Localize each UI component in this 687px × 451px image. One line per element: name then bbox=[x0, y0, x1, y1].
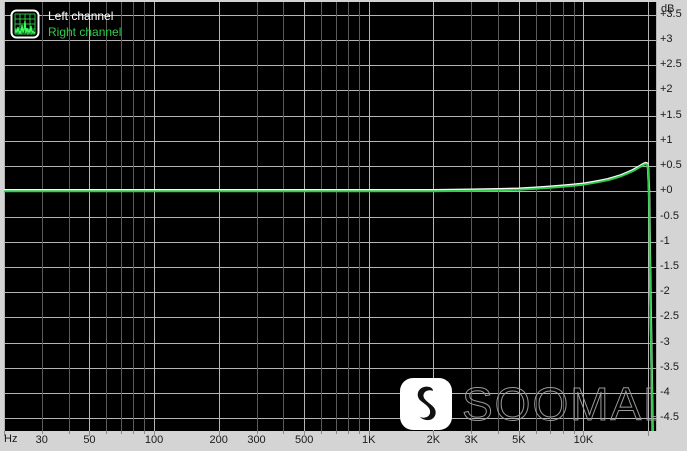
x-tick-label: 10K bbox=[573, 434, 594, 446]
x-tick-label: 2K bbox=[426, 434, 441, 446]
y-tick-label: -0.5 bbox=[660, 209, 679, 222]
y-tick-label: +1.5 bbox=[660, 108, 682, 121]
top-border-fill bbox=[0, 0, 657, 2]
x-tick-label: 200 bbox=[209, 434, 228, 446]
y-tick-label: +1 bbox=[660, 133, 673, 146]
x-tick-mark bbox=[257, 431, 258, 434]
x-tick-mark bbox=[574, 431, 575, 434]
x-axis-labels: 30 50 100 200 300 500 1K 2K 3K 5K 10K bbox=[0, 431, 657, 451]
x-tick-mark bbox=[359, 431, 360, 434]
y-axis-labels: dB +3.5 +3 +2.5 +2 +1.5 +1 +0.5 +0 -0.5 -1 -1.5 -2 -… bbox=[657, 0, 687, 451]
y-tick-label: +2.5 bbox=[660, 58, 682, 71]
y-tick-label: -2 bbox=[660, 285, 670, 298]
curve-svg bbox=[4, 161, 654, 431]
x-tick-label: 300 bbox=[247, 434, 266, 446]
x-tick-mark bbox=[536, 431, 537, 434]
x-tick-mark bbox=[133, 431, 134, 434]
y-tick-label: +0.5 bbox=[660, 159, 682, 172]
y-tick-label: -1 bbox=[660, 234, 670, 247]
x-tick-mark bbox=[304, 431, 305, 436]
x-tick-label: 1K bbox=[362, 434, 376, 446]
x-tick-label: 30 bbox=[35, 434, 48, 446]
grid-layer bbox=[4, 2, 657, 431]
x-tick-mark bbox=[106, 431, 107, 434]
x-tick-mark bbox=[69, 431, 70, 434]
x-tick-mark bbox=[583, 431, 584, 436]
x-tick-mark bbox=[283, 431, 284, 434]
plot-area[interactable]: Left channel Right channel SOOMAL bbox=[4, 2, 657, 431]
y-tick-label: -3.5 bbox=[660, 360, 679, 373]
curve-layer bbox=[4, 2, 657, 431]
y-tick-label: -1.5 bbox=[660, 259, 679, 272]
y-axis-unit: dB bbox=[661, 3, 675, 15]
y-tick-label: +3 bbox=[660, 32, 673, 45]
x-tick-mark bbox=[42, 431, 43, 434]
x-axis-unit: Hz bbox=[4, 433, 18, 445]
x-tick-mark bbox=[519, 431, 520, 436]
y-tick-label: +0 bbox=[660, 184, 673, 197]
x-tick-label: 3K bbox=[464, 434, 478, 446]
x-tick-mark bbox=[336, 431, 337, 434]
x-tick-mark bbox=[550, 431, 551, 434]
x-tick-mark bbox=[89, 431, 90, 436]
x-tick-mark bbox=[563, 431, 564, 434]
x-tick-mark bbox=[433, 431, 434, 436]
x-tick-mark bbox=[348, 431, 349, 434]
grid-svg bbox=[4, 2, 657, 431]
y-tick-label: -2.5 bbox=[660, 310, 679, 323]
y-tick-label: -4 bbox=[660, 386, 670, 399]
x-tick-mark bbox=[648, 431, 649, 436]
x-tick-mark bbox=[471, 431, 472, 434]
x-tick-label: 500 bbox=[294, 434, 314, 446]
x-tick-mark bbox=[4, 431, 5, 436]
y-tick-label: -3 bbox=[660, 335, 670, 348]
x-tick-label: 5K bbox=[512, 434, 526, 446]
y-tick-label: +2 bbox=[660, 83, 673, 96]
y-tick-label: -4.5 bbox=[660, 411, 679, 424]
x-tick-mark bbox=[154, 431, 155, 436]
x-tick-mark bbox=[498, 431, 499, 434]
x-tick-mark bbox=[219, 431, 220, 436]
x-tick-mark bbox=[321, 431, 322, 434]
x-tick-mark bbox=[121, 431, 122, 434]
x-tick-label: 50 bbox=[83, 434, 96, 446]
y-tick-label: +3.5 bbox=[660, 7, 682, 20]
x-tick-label: 100 bbox=[144, 434, 164, 446]
left-border-fill bbox=[0, 0, 4, 431]
x-tick-mark bbox=[369, 431, 370, 436]
x-tick-mark bbox=[144, 431, 145, 434]
